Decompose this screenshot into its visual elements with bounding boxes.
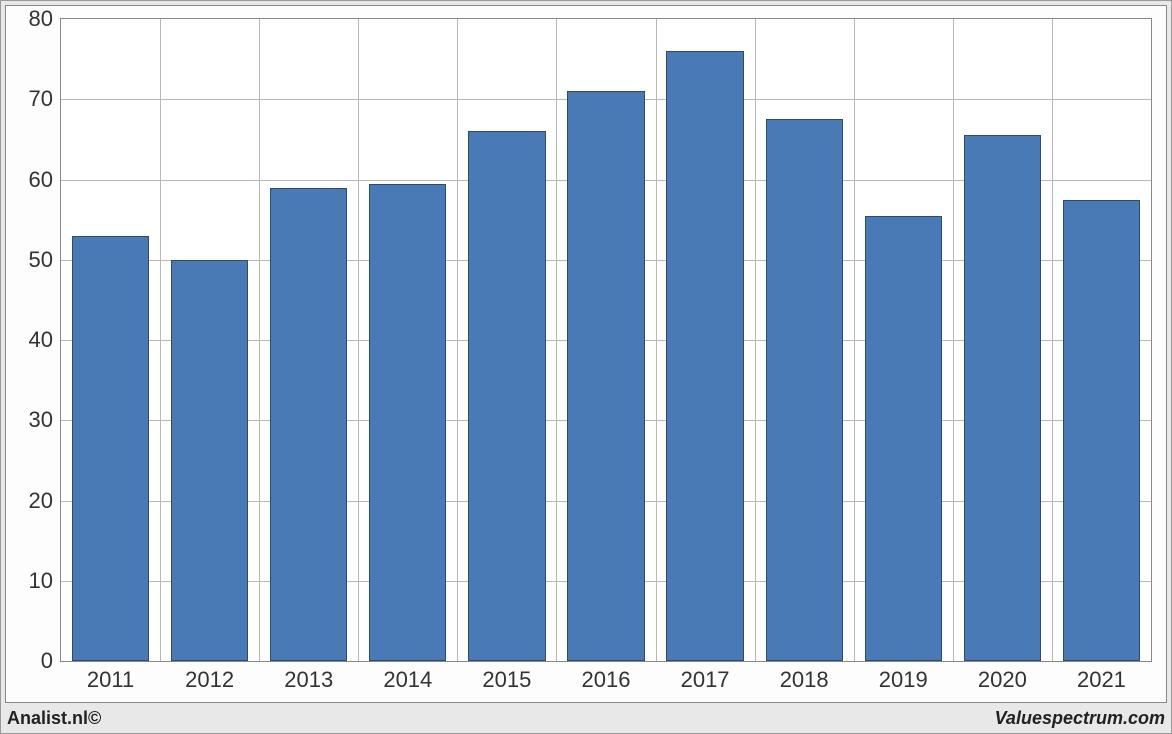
- x-tick-label: 2015: [482, 661, 531, 693]
- bar: [964, 135, 1041, 661]
- footer-right-text: Valuespectrum.com: [995, 708, 1165, 729]
- x-tick-label: 2012: [185, 661, 234, 693]
- gridline-v: [755, 19, 756, 661]
- bar: [171, 260, 248, 661]
- x-tick-label: 2018: [780, 661, 829, 693]
- gridline-v: [160, 19, 161, 661]
- footer-left-text: Analist.nl©: [7, 708, 101, 729]
- bar: [468, 131, 545, 661]
- plot-area: 0102030405060708020112012201320142015201…: [60, 18, 1152, 662]
- y-tick-label: 40: [29, 327, 61, 353]
- gridline-v: [556, 19, 557, 661]
- y-tick-label: 10: [29, 568, 61, 594]
- x-tick-label: 2020: [978, 661, 1027, 693]
- y-tick-label: 20: [29, 488, 61, 514]
- x-tick-label: 2013: [284, 661, 333, 693]
- x-tick-label: 2016: [582, 661, 631, 693]
- bar: [1063, 200, 1140, 661]
- bar: [369, 184, 446, 661]
- gridline-v: [1052, 19, 1053, 661]
- y-tick-label: 70: [29, 86, 61, 112]
- bar: [865, 216, 942, 661]
- gridline-v: [457, 19, 458, 661]
- x-tick-label: 2014: [383, 661, 432, 693]
- gridline-v: [854, 19, 855, 661]
- x-tick-label: 2011: [87, 661, 134, 693]
- gridline-v: [953, 19, 954, 661]
- bar: [666, 51, 743, 661]
- y-tick-label: 50: [29, 247, 61, 273]
- gridline-v: [259, 19, 260, 661]
- bar: [766, 119, 843, 661]
- y-tick-label: 0: [41, 648, 61, 674]
- y-tick-label: 60: [29, 167, 61, 193]
- chart-container: 0 10 20 30 40 50 60 70 80 2011 2012 2013 2014 2015 201…: [5, 5, 1167, 703]
- bar: [72, 236, 149, 661]
- bar: [567, 91, 644, 661]
- gridline-v: [656, 19, 657, 661]
- gridline-v: [358, 19, 359, 661]
- x-tick-label: 2019: [879, 661, 928, 693]
- x-tick-label: 2017: [681, 661, 730, 693]
- x-tick-label: 2021: [1077, 661, 1126, 693]
- bar: [270, 188, 347, 661]
- y-tick-label: 80: [29, 6, 61, 32]
- y-tick-label: 30: [29, 407, 61, 433]
